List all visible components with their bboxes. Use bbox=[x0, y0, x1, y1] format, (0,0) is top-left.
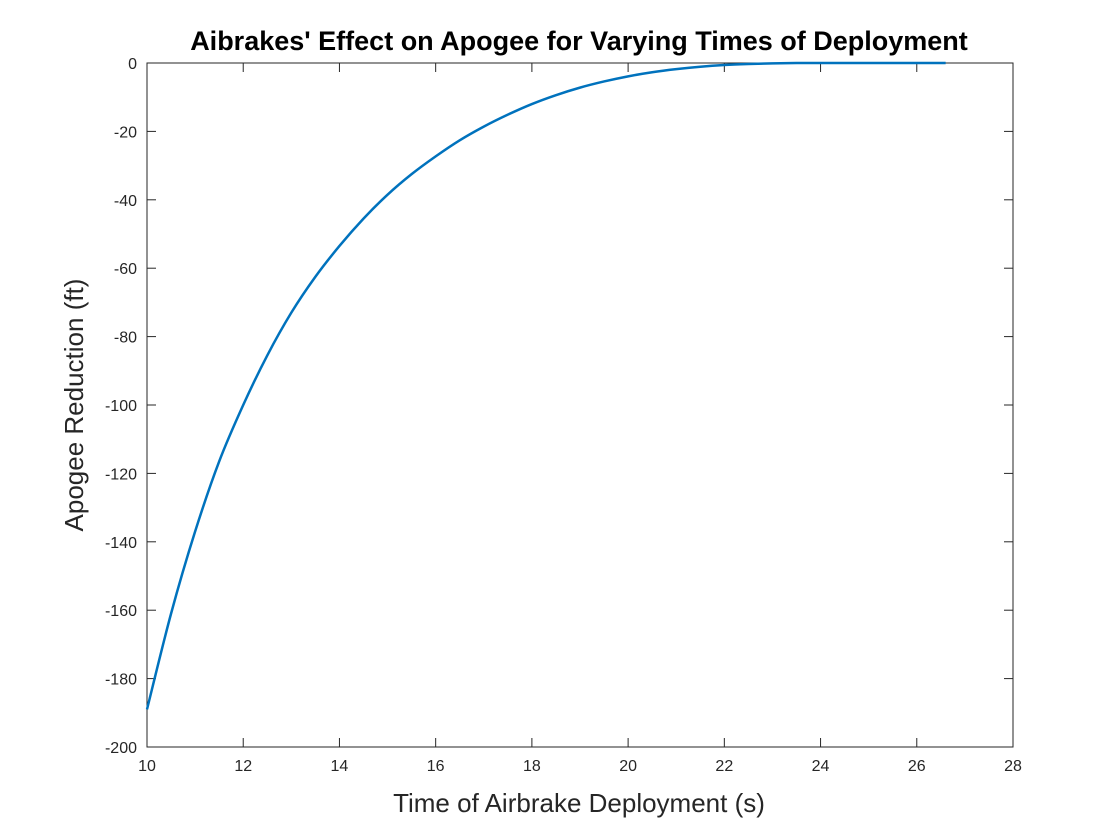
y-tick-label: -60 bbox=[114, 261, 137, 278]
x-tick-label: 16 bbox=[427, 758, 445, 775]
y-tick-label: -100 bbox=[105, 398, 137, 415]
x-tick-label: 24 bbox=[812, 758, 830, 775]
y-tick-label: -20 bbox=[114, 124, 137, 141]
y-axis: 0 -20 -40 -60 -80 -100 -120 -140 -160 -180 -200 bbox=[105, 56, 1013, 757]
x-axis-title: Time of Airbrake Deployment (s) bbox=[393, 788, 765, 818]
x-tick-label: 18 bbox=[523, 758, 541, 775]
chart-title: Aibrakes' Effect on Apogee for Varying T… bbox=[190, 26, 968, 56]
series-line bbox=[145, 61, 946, 710]
y-tick-label: -40 bbox=[114, 193, 137, 210]
plot-area: 10 12 14 16 18 20 22 24 26 28 0 -20 -40 -60 -80 -100 -1… bbox=[105, 56, 1022, 775]
x-tick-label: 22 bbox=[715, 758, 733, 775]
x-tick-label: 20 bbox=[619, 758, 637, 775]
x-tick-label: 26 bbox=[908, 758, 926, 775]
x-tick-label: 14 bbox=[331, 758, 349, 775]
y-tick-label: -160 bbox=[105, 603, 137, 620]
x-tick-label: 12 bbox=[234, 758, 252, 775]
y-tick-label: -80 bbox=[114, 330, 137, 347]
x-tick-label: 28 bbox=[1004, 758, 1022, 775]
y-tick-label: -180 bbox=[105, 672, 137, 689]
y-tick-label: -140 bbox=[105, 535, 137, 552]
y-tick-label: -120 bbox=[105, 466, 137, 483]
y-axis-title: Apogee Reduction (ft) bbox=[59, 279, 89, 532]
y-tick-label: -200 bbox=[105, 740, 137, 757]
x-tick-label: 10 bbox=[138, 758, 156, 775]
x-axis: 10 12 14 16 18 20 22 24 26 28 bbox=[138, 63, 1022, 775]
axes-box bbox=[146, 62, 1014, 748]
y-tick-label: 0 bbox=[128, 56, 137, 73]
